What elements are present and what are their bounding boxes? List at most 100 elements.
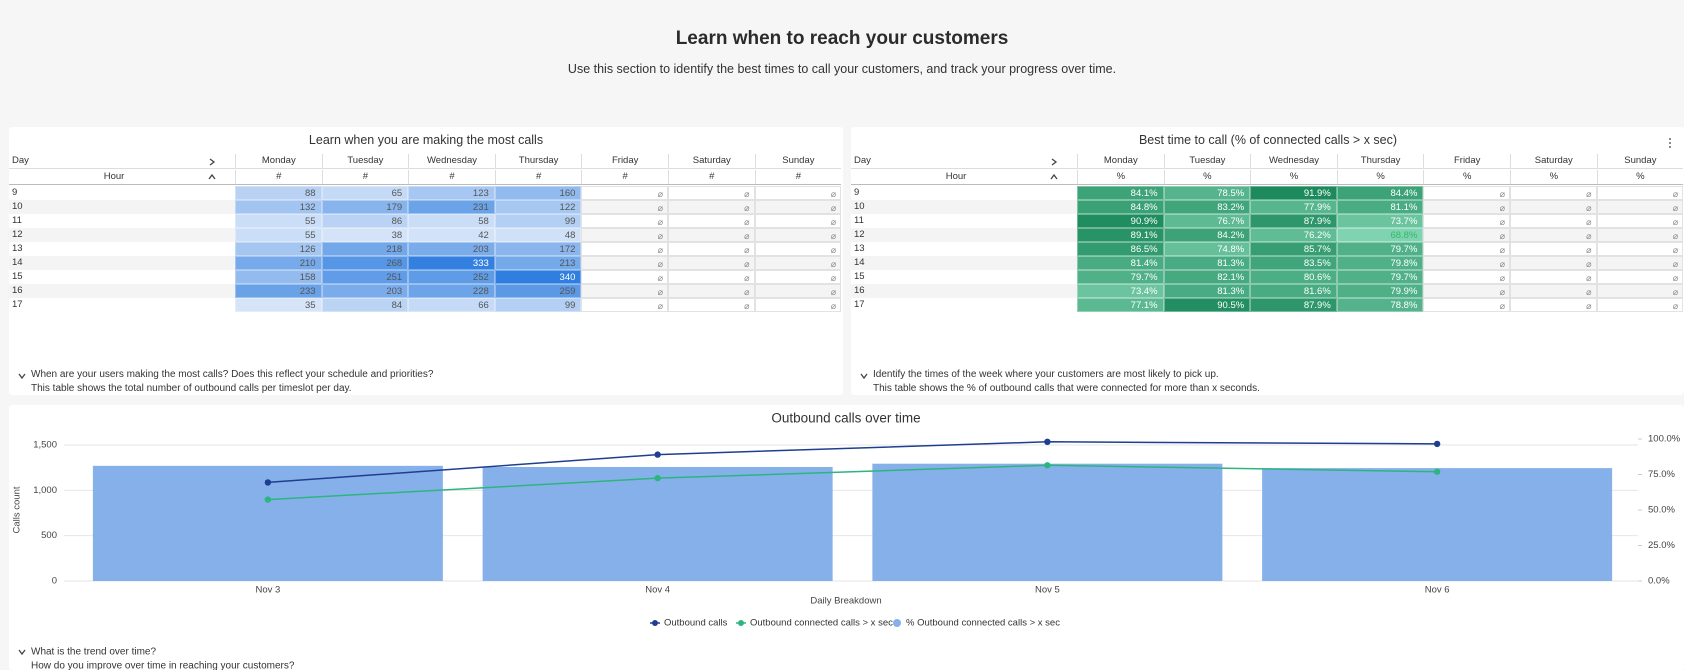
- empty-cell: ⌀: [754, 228, 842, 242]
- chevron-icon: [18, 649, 26, 656]
- chevron-icon[interactable]: [1050, 158, 1058, 166]
- empty-cell: ⌀: [668, 214, 755, 228]
- unit-label: %: [1510, 170, 1597, 184]
- legend-label[interactable]: Outbound calls: [664, 618, 728, 629]
- empty-cell: ⌀: [1510, 284, 1597, 298]
- x-tick-label: Nov 3: [255, 585, 280, 596]
- column-header: Hour: [945, 171, 967, 182]
- chevron-icon[interactable]: [1050, 173, 1058, 181]
- line-marker: [1044, 438, 1051, 446]
- column-label: Monday: [235, 154, 322, 168]
- legend-label[interactable]: % Outbound connected calls > x sec: [906, 618, 1060, 629]
- x-tick-label: Nov 6: [1425, 585, 1450, 596]
- row-header: Day: [854, 155, 871, 166]
- heat-cell: 210: [235, 256, 322, 270]
- table-card: Learn when you are making the most calls…: [9, 127, 843, 395]
- heat-cell: 81.6%: [1250, 284, 1337, 298]
- heat-cell: 86: [321, 214, 409, 228]
- chevron-icon[interactable]: [208, 158, 216, 166]
- line-marker: [1433, 440, 1441, 448]
- empty-cell: ⌀: [1510, 228, 1597, 242]
- empty-cell: ⌀: [668, 242, 755, 256]
- heat-cell: 79.9%: [1336, 284, 1424, 298]
- empty-cell: ⌀: [754, 256, 842, 270]
- heat-cell: 83.5%: [1250, 256, 1337, 270]
- heat-cell: 74.8%: [1163, 242, 1251, 256]
- heat-cell: 252: [408, 270, 495, 284]
- menu-icon[interactable]: [1667, 137, 1673, 149]
- empty-cell: ⌀: [668, 186, 755, 200]
- heat-cell: 68.8%: [1336, 228, 1424, 242]
- heat-cell: 79.7%: [1336, 270, 1424, 284]
- heat-cell: 89.1%: [1077, 228, 1164, 242]
- row-label: 15: [12, 271, 23, 282]
- empty-cell: ⌀: [668, 270, 755, 284]
- column-label: Wednesday: [408, 154, 495, 168]
- empty-cell: ⌀: [1423, 214, 1510, 228]
- empty-cell: ⌀: [581, 186, 668, 200]
- empty-cell: ⌀: [1423, 242, 1510, 256]
- heat-cell: 132: [235, 200, 322, 214]
- empty-cell: ⌀: [1596, 284, 1684, 298]
- chevron-icon[interactable]: [860, 372, 868, 380]
- unit-label: %: [1596, 170, 1684, 184]
- unit-label: #: [408, 170, 495, 184]
- unit-label: #: [494, 170, 582, 184]
- heat-cell: 38: [321, 228, 409, 242]
- legend-label[interactable]: Outbound connected calls > x sec: [750, 618, 893, 629]
- heat-cell: 99: [494, 298, 582, 312]
- empty-cell: ⌀: [668, 284, 755, 298]
- heat-cell: 55: [235, 228, 322, 242]
- chevron-icon[interactable]: [18, 372, 26, 380]
- bar: [872, 463, 1223, 581]
- footnote: This table shows the total number of out…: [31, 383, 352, 394]
- chart-title: Outbound calls over time: [771, 411, 920, 426]
- column-label: Tuesday: [321, 154, 409, 168]
- heat-cell: 80.6%: [1250, 270, 1337, 284]
- unit-label: %: [1423, 170, 1510, 184]
- heat-cell: 91.9%: [1250, 186, 1337, 200]
- heat-cell: 340: [494, 270, 582, 284]
- row-label: 15: [854, 271, 865, 282]
- y-tick-label: 500: [41, 530, 57, 541]
- footnote: What is the trend over time?: [31, 647, 156, 658]
- header-rule: [851, 184, 1684, 185]
- empty-cell: ⌀: [1596, 298, 1684, 312]
- heat-cell: 231: [408, 200, 495, 214]
- row-label: 9: [854, 187, 860, 198]
- legend-marker: [652, 620, 658, 626]
- unit-label: #: [754, 170, 842, 184]
- y2-tick-label: 100.0%: [1648, 434, 1681, 445]
- unit-label: #: [321, 170, 409, 184]
- y2-tick-label: 25.0%: [1648, 540, 1675, 551]
- table-title: Learn when you are making the most calls: [308, 133, 544, 147]
- x-axis-label: Daily Breakdown: [810, 596, 881, 607]
- heat-cell: 218: [321, 242, 409, 256]
- line-marker: [1433, 468, 1441, 475]
- header-rule: [9, 168, 842, 169]
- heat-cell: 73.4%: [1077, 284, 1164, 298]
- empty-cell: ⌀: [1423, 200, 1510, 214]
- empty-cell: ⌀: [1510, 242, 1597, 256]
- heat-cell: 77.9%: [1250, 200, 1337, 214]
- heat-cell: 83.2%: [1163, 200, 1251, 214]
- unit-label: %: [1077, 170, 1164, 184]
- empty-cell: ⌀: [1510, 186, 1597, 200]
- chevron-icon[interactable]: [208, 173, 216, 181]
- empty-cell: ⌀: [1423, 270, 1510, 284]
- heat-cell: 84: [321, 298, 409, 312]
- heat-cell: 78.5%: [1163, 186, 1251, 200]
- empty-cell: ⌀: [1596, 270, 1684, 284]
- empty-cell: ⌀: [668, 200, 755, 214]
- empty-cell: ⌀: [668, 298, 755, 312]
- heat-cell: 84.8%: [1077, 200, 1164, 214]
- heat-cell: 76.7%: [1163, 214, 1251, 228]
- y-tick-label: 1,000: [33, 485, 57, 496]
- column-label: Wednesday: [1250, 154, 1337, 168]
- line-marker: [654, 474, 661, 482]
- x-tick-label: Nov 5: [1035, 585, 1060, 596]
- unit-label: #: [668, 170, 755, 184]
- empty-cell: ⌀: [1596, 214, 1684, 228]
- line-marker: [1044, 462, 1051, 469]
- heat-cell: 179: [321, 200, 409, 214]
